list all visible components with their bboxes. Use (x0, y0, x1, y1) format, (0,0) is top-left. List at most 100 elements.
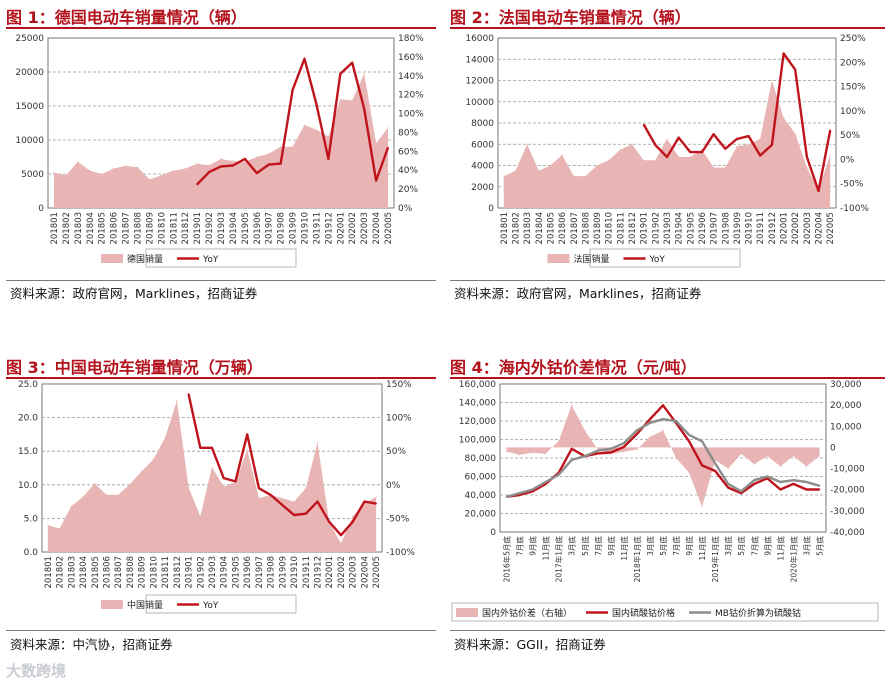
legend: 国内外钴价差（右轴） 国内硫酸钴价格 MB钴价折算为硫酸钴 (456, 607, 801, 619)
x-tick-label: 201802 (62, 212, 72, 244)
y2-tick-label: 20,000 (830, 401, 862, 411)
line-point (753, 479, 756, 481)
line-point (544, 481, 547, 483)
legend-label: 德国销量 (127, 253, 163, 265)
y-tick-label: 8000 (471, 119, 494, 129)
y2-tick-label: 150% (840, 83, 866, 93)
area-point (643, 159, 645, 161)
y2-tick-label: 120% (398, 91, 424, 101)
area-point (136, 166, 139, 168)
line-point (518, 494, 521, 496)
x-tick-label: 201803 (74, 212, 84, 244)
x-tick-label: 201909 (278, 556, 288, 588)
area-point (532, 452, 534, 454)
line-point (531, 490, 534, 493)
x-tick-label: 201907 (710, 212, 720, 244)
area-point (631, 143, 633, 145)
source-note: 资料来源：政府官网，Marklines，招商证券 (10, 286, 258, 301)
y-tick-label: 6000 (471, 140, 494, 150)
area-point (573, 175, 575, 177)
x-tick-label: 202003 (349, 556, 359, 588)
y-tick-label: 140,000 (459, 399, 496, 409)
line-point (610, 451, 612, 454)
y-tick-label: 0 (38, 204, 44, 214)
line-point (196, 183, 198, 186)
line-point (805, 488, 808, 491)
area-point (305, 487, 307, 489)
x-tick-label: 201801 (500, 212, 510, 244)
line-point (279, 162, 282, 165)
legend-swatch (456, 608, 478, 617)
title-divider (6, 377, 436, 379)
germany-ev-sales-chart: 0 5000 10000 15000 20000 25000 0% 20% 40% 60% 80% 1… (15, 34, 424, 268)
x-tick-label: 7月底 (671, 535, 681, 555)
y-tick-label: 40,000 (465, 491, 497, 501)
line-point (199, 447, 202, 449)
area-point (77, 161, 79, 163)
area-point (505, 451, 508, 453)
line-point (363, 500, 366, 503)
x-tick-label: 5月底 (815, 536, 825, 556)
y2-tick-label: -10,000 (830, 465, 865, 475)
y2-tick-label: 50% (386, 447, 406, 457)
x-tick-label: 201808 (126, 556, 136, 588)
x-tick-label: 201804 (79, 556, 89, 588)
area-point (526, 143, 528, 145)
x-tick-label: 201807 (122, 212, 132, 244)
x-tick-label: 201812 (181, 212, 191, 244)
line-point (636, 433, 638, 435)
area-point (753, 463, 755, 465)
area-point (223, 486, 225, 488)
x-tick-label: 201810 (605, 212, 615, 244)
x-tick-label: 201805 (546, 212, 556, 244)
x-tick-label: 201902 (205, 212, 215, 244)
y2-tick-label: 250% (840, 34, 866, 44)
line-point (829, 129, 831, 132)
x-tick-label: 2017年1月底 (554, 536, 564, 583)
area-point (623, 451, 625, 453)
x-tick-label: 11月底 (541, 535, 551, 560)
line-point (701, 464, 703, 467)
line-point (340, 534, 342, 536)
x-tick-label: 201809 (138, 556, 148, 588)
line-point (387, 146, 389, 149)
y-tick-label: 5000 (21, 170, 44, 180)
line-point (818, 485, 821, 487)
china-ev-sales-chart: 0.0 5.0 10.0 15.0 20.0 25.0 -100% -50% 0% 50% 100%… (18, 380, 415, 614)
legend-label: 国内硫酸钴价格 (612, 607, 675, 619)
x-tick-label: 201907 (255, 556, 265, 588)
line-point (771, 144, 773, 146)
y2-tick-label: 0% (398, 204, 413, 214)
line-point (712, 133, 715, 135)
y2-tick-label: 30,000 (830, 380, 862, 390)
y-tick-label: 0.0 (24, 548, 39, 558)
line-point (724, 147, 727, 150)
x-tick-label: 202005 (384, 212, 394, 244)
x-tick-label: 202002 (791, 212, 801, 244)
y-tick-label: 60,000 (465, 473, 497, 483)
line-point (782, 52, 785, 55)
area-point (701, 506, 703, 508)
area-point (340, 542, 342, 544)
chart-title: 图 3：中国电动车销量情况（万辆） (6, 358, 263, 377)
x-tick-label: 201905 (231, 556, 241, 588)
x-tick-label: 202003 (360, 212, 370, 244)
x-tick-label: 202001 (325, 556, 335, 588)
y-tick-label: 20,000 (465, 510, 497, 520)
area-point (675, 457, 677, 459)
legend-frame (145, 594, 297, 614)
line-point (689, 151, 692, 153)
area-point (736, 145, 738, 147)
area-point (688, 472, 690, 474)
area-point (727, 468, 729, 470)
line-point (779, 481, 782, 483)
line-point (727, 486, 729, 489)
area-point (244, 161, 246, 163)
x-tick-label: 9月底 (528, 536, 538, 556)
x-tick-label: 201911 (756, 212, 766, 244)
area-point (125, 165, 127, 167)
y-tick-label: 20000 (15, 68, 44, 78)
source-divider (450, 280, 885, 281)
y-tick-label: 100,000 (459, 436, 496, 446)
x-tick-label: 201903 (217, 212, 227, 244)
